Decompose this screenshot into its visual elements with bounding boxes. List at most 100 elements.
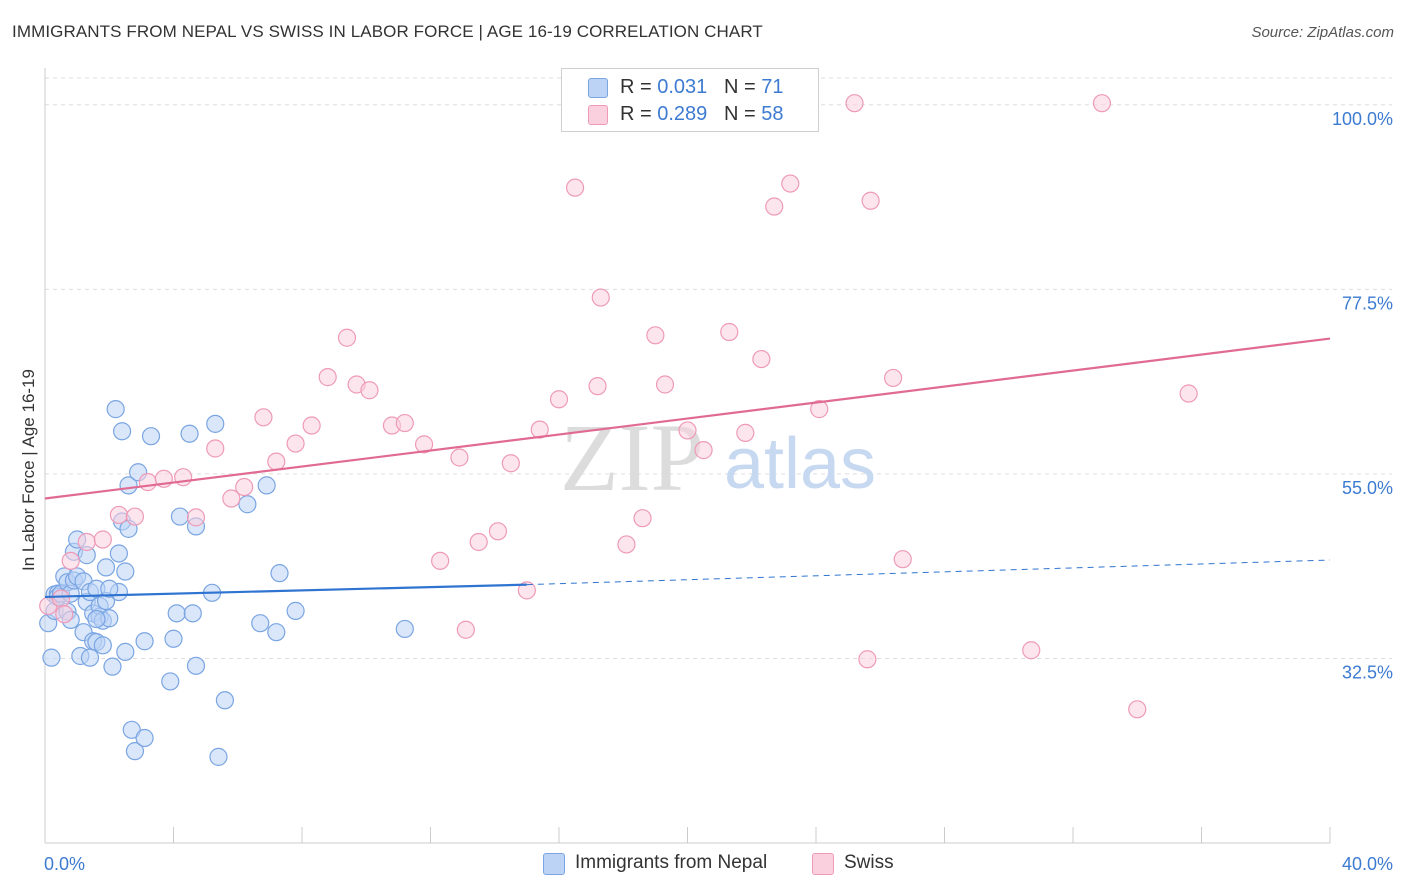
swiss-point <box>1179 384 1198 403</box>
nepal-point <box>80 648 100 667</box>
nepal-point <box>116 642 135 661</box>
swiss-point <box>1022 641 1041 660</box>
chart-source: Source: ZipAtlas.com <box>1251 24 1394 41</box>
nepal-point <box>116 562 135 581</box>
swiss-point <box>77 532 96 552</box>
nepal-point <box>270 564 289 583</box>
nepal-point <box>183 604 202 623</box>
swiss-point <box>678 421 697 440</box>
series-label-swiss: Swiss <box>844 852 894 873</box>
legend-r-value-swiss: 0.289 <box>657 103 708 125</box>
nepal-point <box>103 657 122 676</box>
swiss-point <box>206 439 225 458</box>
swiss-point <box>694 441 713 460</box>
nepal-point <box>135 632 154 651</box>
swiss-point <box>858 650 877 669</box>
swiss-point <box>517 581 536 600</box>
swiss-point <box>138 473 157 492</box>
nepal-point <box>42 648 61 667</box>
swiss-point <box>565 178 585 197</box>
swiss-point <box>431 551 450 570</box>
swiss-point <box>109 505 128 525</box>
swiss-point <box>93 530 112 549</box>
nepal-point <box>87 609 106 629</box>
swiss-point <box>752 349 771 369</box>
nepal-point <box>215 691 234 710</box>
swiss-point <box>186 508 206 527</box>
swiss-point <box>318 368 337 387</box>
legend-n-label: N = <box>723 76 762 98</box>
nepal-point <box>209 747 228 766</box>
nepal-point <box>93 636 112 655</box>
nepal-point <box>106 400 125 419</box>
swiss-point <box>530 420 549 439</box>
swiss-point <box>633 509 652 528</box>
legend-r-label: R = <box>620 76 658 98</box>
y-axis-title: In Labor Force | Age 16-19 <box>19 369 38 571</box>
nepal-point <box>238 495 257 514</box>
gridlines <box>45 77 1392 659</box>
legend-r-label: R = <box>620 103 658 125</box>
nepal-point <box>122 720 141 739</box>
nepal-point <box>180 424 199 443</box>
nepal-point <box>112 422 132 441</box>
swiss-point <box>360 381 379 400</box>
nepal-point <box>164 629 183 648</box>
y-tick-label: 32.5% <box>1342 662 1393 682</box>
nepal-point <box>395 619 414 639</box>
swiss-point <box>254 408 273 427</box>
series-swatch-nepal <box>543 853 565 875</box>
nepal-point <box>141 427 161 446</box>
nepal-point <box>125 742 145 761</box>
tick-labels: 32.5% 55.0% 77.5% 100.0% 0.0% 40.0% <box>44 109 1393 874</box>
data-points <box>39 94 1198 766</box>
swiss-trend-line <box>44 337 1331 500</box>
swiss-point <box>235 477 254 497</box>
swiss-point <box>845 94 864 113</box>
legend-r-value-nepal: 0.031 <box>657 76 708 98</box>
nepal-point <box>186 656 206 675</box>
swiss-point <box>617 535 636 554</box>
x-tick-label-min: 0.0% <box>44 854 85 874</box>
series-label-nepal: Immigrants from Nepal <box>575 852 768 873</box>
y-tick-label: 100.0% <box>1332 109 1393 129</box>
nepal-trend-line <box>44 583 527 599</box>
swiss-point <box>765 197 784 216</box>
y-tick-label: 77.5% <box>1342 293 1393 313</box>
swiss-point <box>720 322 739 342</box>
nepal-point <box>286 601 305 620</box>
swiss-point <box>736 423 755 442</box>
swiss-point <box>125 507 145 526</box>
correlation-legend: R = 0.031 N = 71 R = 0.289 N = 58 <box>561 68 819 132</box>
swiss-point <box>337 328 357 347</box>
swiss-point <box>469 532 488 552</box>
swiss-point <box>61 551 80 570</box>
legend-n-value-swiss: 58 <box>761 103 784 125</box>
nepal-trend-extension <box>526 559 1331 586</box>
swiss-point <box>646 326 665 345</box>
swiss-point <box>286 434 305 453</box>
trend-lines <box>44 337 1331 599</box>
legend-n-value-nepal: 71 <box>761 76 784 98</box>
nepal-point <box>206 414 225 433</box>
swiss-point <box>588 377 607 396</box>
nepal-point <box>96 558 116 577</box>
swiss-point <box>1128 700 1147 719</box>
swiss-point <box>450 448 469 467</box>
swiss-point <box>501 454 520 473</box>
swiss-point <box>456 620 475 639</box>
swiss-point <box>549 390 569 409</box>
swiss-point <box>395 413 414 433</box>
nepal-point <box>100 579 119 598</box>
watermark: ZIP atlas <box>560 404 876 511</box>
nepal-point <box>257 476 276 495</box>
watermark-zip: ZIP <box>560 404 704 511</box>
swiss-point <box>883 368 903 388</box>
legend-n-label: N = <box>723 103 762 125</box>
nepal-point <box>267 623 286 642</box>
legend-swatch-nepal <box>588 78 608 98</box>
series-swatch-swiss <box>812 853 834 875</box>
swiss-point <box>781 174 800 193</box>
nepal-point <box>170 507 190 526</box>
